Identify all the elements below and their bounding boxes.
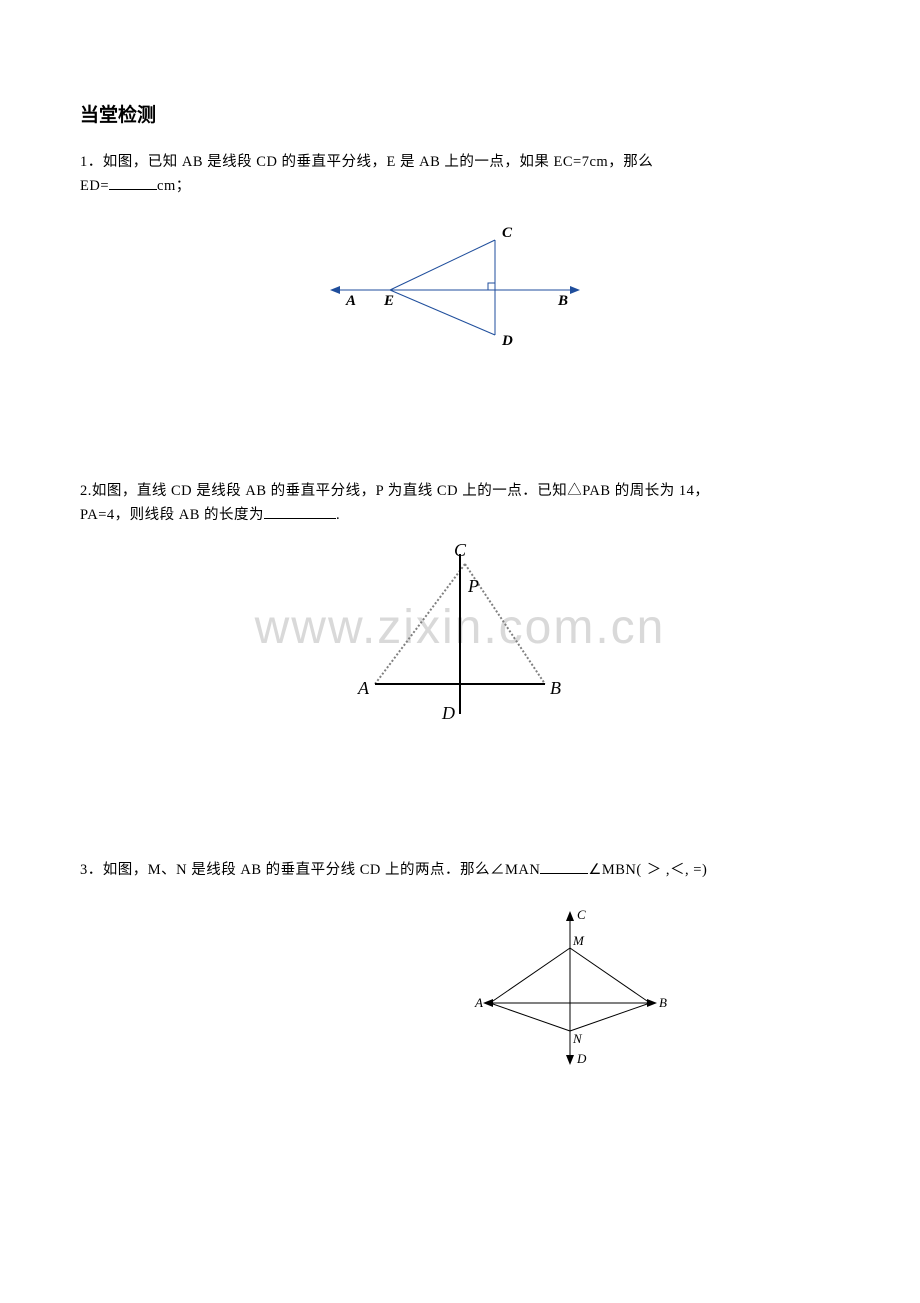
- fig1-label-D: D: [501, 333, 513, 349]
- question-3: 3．如图，M、N 是线段 AB 的垂直平分线 CD 上的两点．那么∠MAN ∠MB…: [80, 859, 840, 883]
- q2-line2-suffix: .: [336, 507, 340, 523]
- fig1-label-E: E: [383, 293, 394, 309]
- q1-line2-suffix: cm；: [157, 178, 191, 194]
- q1-line2-prefix: ED=: [80, 178, 109, 194]
- question-2: 2.如图，直线 CD 是线段 AB 的垂直平分线，P 为直线 CD 上的一点．已…: [80, 480, 840, 528]
- page-content: 当堂检测 1．如图，已知 AB 是线段 CD 的垂直平分线，E 是 AB 上的一…: [80, 100, 840, 1078]
- fig3-label-M: M: [572, 933, 585, 948]
- q1-blank: [109, 176, 157, 190]
- q1-line1: 1．如图，已知 AB 是线段 CD 的垂直平分线，E 是 AB 上的一点，如果 …: [80, 154, 653, 170]
- q3-blank: [540, 860, 588, 874]
- fig3-label-A: A: [474, 995, 483, 1010]
- fig2-label-B: B: [550, 678, 561, 698]
- q3-ops: ＞ ,＜, =: [647, 862, 702, 878]
- fig3-label-N: N: [572, 1031, 583, 1046]
- fig3-label-D: D: [576, 1051, 587, 1066]
- fig2-label-P: P: [467, 576, 479, 596]
- fig2-label-A: A: [357, 678, 370, 698]
- fig1-label-A: A: [345, 293, 356, 309]
- fig1-label-B: B: [557, 293, 568, 309]
- fig3-label-B: B: [659, 995, 667, 1010]
- figure-2: C P A B D: [80, 544, 840, 739]
- fig3-label-C: C: [577, 907, 586, 922]
- question-1: 1．如图，已知 AB 是线段 CD 的垂直平分线，E 是 AB 上的一点，如果 …: [80, 151, 840, 199]
- fig2-label-D: D: [441, 703, 455, 723]
- q2-line1: 2.如图，直线 CD 是线段 AB 的垂直平分线，P 为直线 CD 上的一点．已…: [80, 483, 709, 499]
- q3-suffix: ): [702, 862, 707, 878]
- section-heading: 当堂检测: [80, 100, 840, 127]
- q2-line2-prefix: PA=4，则线段 AB 的长度为: [80, 507, 264, 523]
- fig1-label-C: C: [502, 225, 513, 241]
- q2-blank: [264, 505, 336, 519]
- figure-3: C D M N A B: [80, 903, 840, 1078]
- fig2-label-C: C: [454, 544, 467, 560]
- q3-prefix: 3．如图，M、N 是线段 AB 的垂直平分线 CD 上的两点．那么∠MAN: [80, 862, 540, 878]
- q3-mid: ∠MBN(: [588, 862, 641, 878]
- figure-1: A E B C D: [80, 215, 840, 360]
